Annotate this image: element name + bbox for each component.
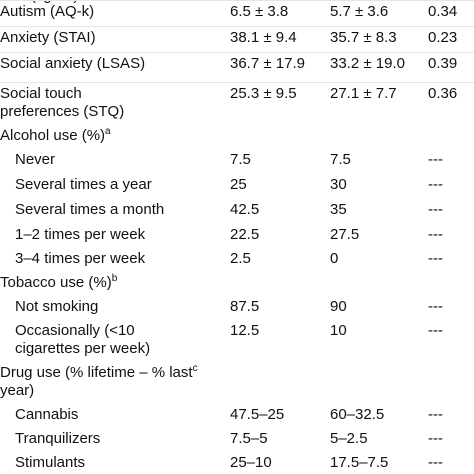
cell: --- (428, 201, 443, 218)
cell: 35.7 ± 8.3 (330, 29, 397, 46)
cell: 47.5–25 (230, 406, 285, 423)
row-label: Anxiety (STAI) (0, 29, 96, 46)
cell: 33.2 ± 19.0 (330, 55, 405, 72)
cell: 42.5 (230, 201, 260, 218)
footnote-mark: a (105, 126, 111, 137)
row-label: Not smoking (15, 298, 99, 315)
row-rule (0, 52, 474, 53)
cell: --- (428, 176, 443, 193)
row-label: Several times a year (15, 176, 152, 193)
cell: 27.1 ± 7.7 (330, 85, 397, 102)
cell: 7.5 (330, 151, 351, 168)
row-label: Alcohol use (%)a (0, 126, 111, 145)
cell: 21.7 ± 2.1 (230, 0, 297, 5)
row-rule (0, 0, 474, 1)
cell: 25–10 (230, 454, 272, 471)
cell: --- (428, 151, 443, 168)
cell: 12.5 (230, 322, 260, 339)
cell: 60–32.5 (330, 406, 385, 423)
row-label: 3–4 times per week (15, 250, 146, 267)
cell: 0.72 (428, 0, 457, 5)
cell: 25 (230, 176, 247, 193)
row-label: Social anxiety (LSAS) (0, 55, 146, 72)
row-rule (0, 26, 474, 27)
row-label: Stimulants (15, 454, 86, 471)
row-label: Occasionally (<10 (15, 322, 135, 339)
cell: 10 (330, 322, 347, 339)
cell: 7.5 (230, 151, 251, 168)
cell: 5–2.5 (330, 430, 368, 447)
row-label: Tranquilizers (15, 430, 101, 447)
row-label: Autism (AQ-k) (0, 3, 95, 20)
cell: 30 (330, 176, 347, 193)
row-label: Tobacco use (%)b (0, 273, 118, 292)
cell: 22.3 ± 2.1 (330, 0, 397, 5)
cell: 17.5–7.5 (330, 454, 389, 471)
row-label: Cannabis (15, 406, 79, 423)
cell: --- (428, 298, 443, 315)
row-label: year) (0, 382, 35, 399)
cell: 0.23 (428, 29, 458, 46)
row-label: preferences (STQ) (0, 103, 125, 120)
cell: 2.5 (230, 250, 251, 267)
cell: 35 (330, 201, 347, 218)
cell: 90 (330, 298, 347, 315)
cell: 27.5 (330, 226, 360, 243)
row-label: Drug use (% lifetime – % lastc (0, 363, 198, 382)
cell: 6.5 ± 3.8 (230, 3, 289, 20)
row-label: BMI (kg/m²) (0, 0, 78, 5)
cell: 22.5 (230, 226, 260, 243)
cell: --- (428, 250, 443, 267)
row-label: Several times a month (15, 201, 165, 218)
cell: 7.5–5 (230, 430, 268, 447)
row-rule (0, 82, 474, 83)
cell: 5.7 ± 3.6 (330, 3, 389, 20)
cell: --- (428, 322, 443, 339)
cell: 25.3 ± 9.5 (230, 85, 297, 102)
cell: --- (428, 454, 443, 471)
cell: 0 (330, 250, 339, 267)
cell: --- (428, 226, 443, 243)
row-label: cigarettes per week) (15, 340, 151, 357)
cell: 0.34 (428, 3, 458, 20)
cell: 36.7 ± 17.9 (230, 55, 305, 72)
cell: --- (428, 430, 443, 447)
cell: 38.1 ± 9.4 (230, 29, 297, 46)
cell: --- (428, 406, 443, 423)
row-label: Social touch (0, 85, 82, 102)
cell: 0.36 (428, 85, 458, 102)
footnote-mark: c (192, 363, 198, 374)
row-label: 1–2 times per week (15, 226, 146, 243)
cell: 0.39 (428, 55, 458, 72)
footnote-mark: b (111, 273, 118, 284)
cell: 87.5 (230, 298, 260, 315)
row-label: Never (15, 151, 56, 168)
